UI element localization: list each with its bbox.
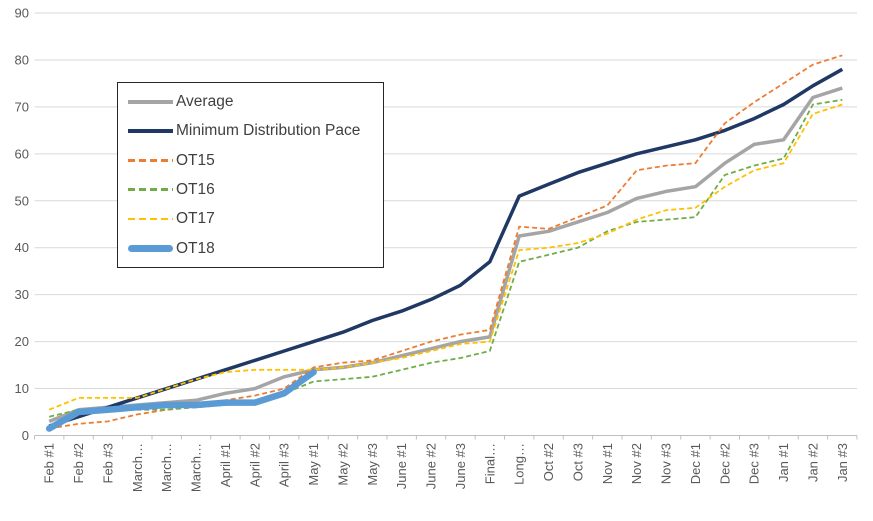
x-axis-label: Feb #1 xyxy=(42,443,57,483)
x-axis-label: June #3 xyxy=(453,443,468,489)
x-axis-label: April #2 xyxy=(247,443,262,487)
x-axis-label: March… xyxy=(130,443,145,492)
x-axis-label: Long… xyxy=(512,443,527,485)
x-axis-label: Nov #2 xyxy=(629,443,644,484)
legend-label-ot15: OT15 xyxy=(176,151,215,169)
legend-swatch-ot15 xyxy=(128,159,173,162)
x-axis-label: Final… xyxy=(482,443,497,484)
x-axis-label: Oct #3 xyxy=(570,443,585,481)
legend-swatch-ot16 xyxy=(128,188,173,191)
legend-item-minimum-distribution-pace[interactable]: Minimum Distribution Pace xyxy=(128,118,383,144)
series-line-ot16[interactable] xyxy=(48,98,843,418)
series-line-ot15[interactable] xyxy=(49,54,843,430)
y-axis-label: 60 xyxy=(15,146,29,161)
x-axis-label: Jan #3 xyxy=(835,443,850,482)
series-line-average[interactable] xyxy=(48,86,843,424)
x-axis-label: Jan #2 xyxy=(805,443,820,482)
y-axis-label: 10 xyxy=(15,381,29,396)
x-axis-label: Oct #2 xyxy=(541,443,556,481)
x-axis-label: Dec #1 xyxy=(688,443,703,484)
series-line-ot18[interactable] xyxy=(45,368,317,432)
x-axis-label: Feb #2 xyxy=(71,443,86,483)
x-axis-label: Feb #3 xyxy=(100,443,115,483)
y-axis-label: 50 xyxy=(15,193,29,208)
y-axis-label: 40 xyxy=(15,240,29,255)
legend-item-average[interactable]: Average xyxy=(128,89,383,115)
legend-label-ot18: OT18 xyxy=(176,239,215,257)
x-axis-label: Jan #1 xyxy=(776,443,791,482)
legend-label-ot17: OT17 xyxy=(176,210,215,228)
x-axis-label: June #2 xyxy=(424,443,439,489)
series-line-ot17[interactable] xyxy=(48,103,843,411)
legend-item-ot16[interactable]: OT16 xyxy=(128,177,383,203)
x-axis-label: April #3 xyxy=(277,443,292,487)
x-axis-label: April #1 xyxy=(218,443,233,487)
x-axis-label: May #1 xyxy=(306,443,321,486)
x-axis-label: May #2 xyxy=(335,443,350,486)
legend-swatch-minimum-distribution-pace xyxy=(128,128,173,133)
y-axis-label: 90 xyxy=(15,6,29,21)
x-axis-label: June #1 xyxy=(394,443,409,489)
y-axis-label: 70 xyxy=(15,99,29,114)
x-axis-label: Nov #1 xyxy=(600,443,615,484)
legend-label-ot16: OT16 xyxy=(176,180,215,198)
legend-item-ot15[interactable]: OT15 xyxy=(128,147,383,173)
y-axis-label: 20 xyxy=(15,334,29,349)
legend-item-ot17[interactable]: OT17 xyxy=(128,206,383,232)
x-axis-label: March… xyxy=(189,443,204,492)
legend-label-minimum-distribution-pace: Minimum Distribution Pace xyxy=(176,122,361,140)
x-axis-label: Dec #2 xyxy=(717,443,732,484)
legend[interactable]: Average Minimum Distribution Pace OT15 O… xyxy=(117,82,384,268)
y-axis-label: 80 xyxy=(15,52,29,67)
legend-swatch-ot17 xyxy=(128,217,173,221)
x-axis-label: Nov #3 xyxy=(659,443,674,484)
legend-swatch-ot18 xyxy=(128,244,173,252)
legend-label-average: Average xyxy=(176,92,234,110)
x-axis-label: March… xyxy=(159,443,174,492)
x-axis-label: May #3 xyxy=(365,443,380,486)
y-axis-label: 0 xyxy=(22,428,29,443)
legend-swatch-average xyxy=(128,99,173,104)
x-axis-label: Dec #3 xyxy=(747,443,762,484)
legend-item-ot18[interactable]: OT18 xyxy=(128,235,383,261)
y-axis-label: 30 xyxy=(15,287,29,302)
